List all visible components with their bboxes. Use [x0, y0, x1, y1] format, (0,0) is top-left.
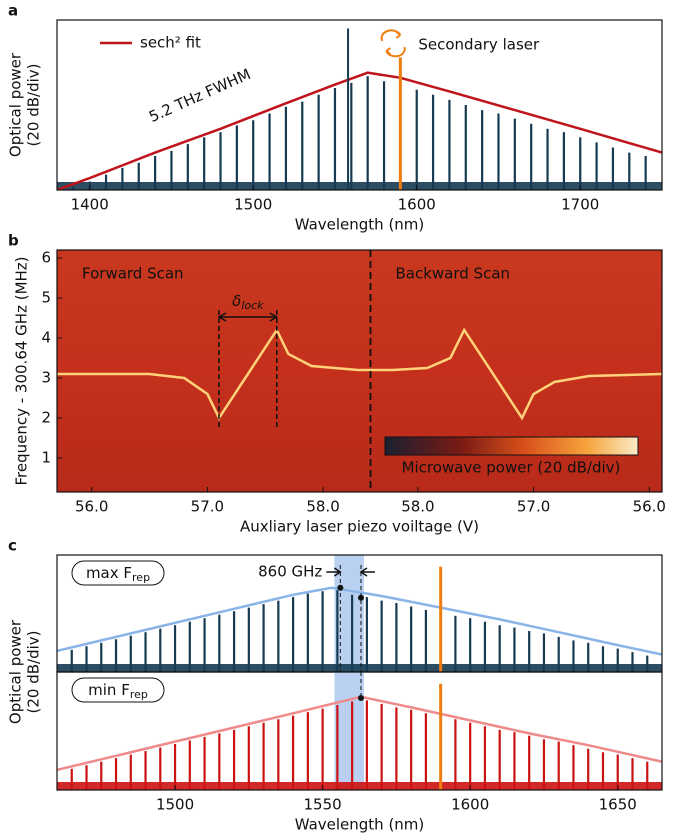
colorbar-label: Microwave power (20 dB/div) — [402, 459, 621, 477]
frame — [56, 671, 663, 791]
x-tick-label: 1600 — [451, 796, 489, 814]
lock-label: δlock — [232, 292, 264, 313]
scan-label: Forward Scan — [82, 265, 184, 283]
spacing-label: 860 GHz — [258, 563, 322, 581]
y-tick-label: 4 — [41, 329, 51, 347]
x-tick-label: 1500 — [156, 796, 194, 814]
secondary-label: Secondary laser — [418, 36, 540, 54]
x-tick-label: 56.0 — [75, 498, 108, 516]
tag: min Frep — [88, 681, 148, 702]
x-tick-label: 56.0 — [633, 498, 666, 516]
plot-area — [57, 672, 662, 790]
x-tick-label: 1700 — [561, 196, 599, 214]
y-tick-label: 3 — [41, 369, 51, 387]
marker-dot — [337, 584, 344, 591]
tag-box — [71, 560, 165, 586]
x-tick-label: 58.0 — [306, 498, 339, 516]
x-tick-label: 1600 — [398, 196, 436, 214]
highlight-band — [334, 672, 364, 790]
tag-box — [71, 677, 165, 703]
x-tick-label: 57.0 — [191, 498, 224, 516]
panel-label: c — [8, 537, 17, 555]
panel-label: a — [8, 2, 18, 20]
x-tick-label: 58.0 — [401, 498, 434, 516]
tag-main: max F — [86, 564, 132, 582]
y-tick-label: 6 — [41, 249, 51, 267]
x-tick-label: 1400 — [71, 196, 109, 214]
envelope — [57, 71, 662, 190]
highlight-band — [334, 555, 364, 672]
x-tick-label: 57.0 — [517, 498, 550, 516]
lock-label-sub: lock — [241, 299, 264, 312]
marker-dot — [357, 695, 364, 701]
x-tick-label: 1500 — [234, 196, 272, 214]
y-tick-label: 2 — [41, 409, 51, 427]
lock-label-main: δ — [232, 292, 241, 310]
cycle-icon — [380, 29, 406, 58]
legend-label: sech² fit — [140, 34, 201, 52]
lock-arrow — [217, 312, 279, 322]
x-axis-label: Wavelength (nm) — [295, 216, 425, 234]
noise-floor — [57, 664, 662, 672]
envelope — [57, 586, 662, 656]
frame — [56, 249, 663, 493]
x-tick-label: 1650 — [599, 796, 637, 814]
y-axis-label: Frequency - 300.64 GHz (MHz) — [13, 256, 31, 485]
y-axis-label: Optical power — [7, 619, 25, 724]
tag-main: min F — [88, 681, 130, 699]
ridge — [57, 327, 663, 421]
y-axis-label: (20 dB/div) — [25, 631, 43, 714]
x-tick-label: 1550 — [304, 796, 342, 814]
colorbar — [384, 436, 639, 456]
frame — [56, 19, 663, 191]
spacing-arrow — [326, 567, 375, 577]
tag: max Frep — [86, 564, 150, 585]
plot-area — [57, 28, 662, 190]
x-axis-label: Auxliary laser piezo voiltage (V) — [240, 518, 479, 536]
x-axis-label: Wavelength (nm) — [295, 816, 425, 834]
tag-sub: rep — [132, 571, 150, 584]
tag-sub: rep — [130, 688, 148, 701]
plot-area — [57, 555, 662, 672]
y-axis-label: Optical power — [7, 52, 25, 157]
scan-label: Backward Scan — [395, 265, 510, 283]
noise-floor — [57, 782, 662, 790]
fwhm-label: 5.2 THz FWHM — [146, 65, 253, 126]
y-tick-label: 1 — [41, 449, 51, 467]
y-tick-label: 5 — [41, 289, 51, 307]
noise-floor — [57, 182, 662, 190]
marker-dot — [357, 594, 364, 601]
panel-label: b — [8, 232, 19, 250]
y-axis-label: (20 dB/div) — [25, 64, 43, 147]
